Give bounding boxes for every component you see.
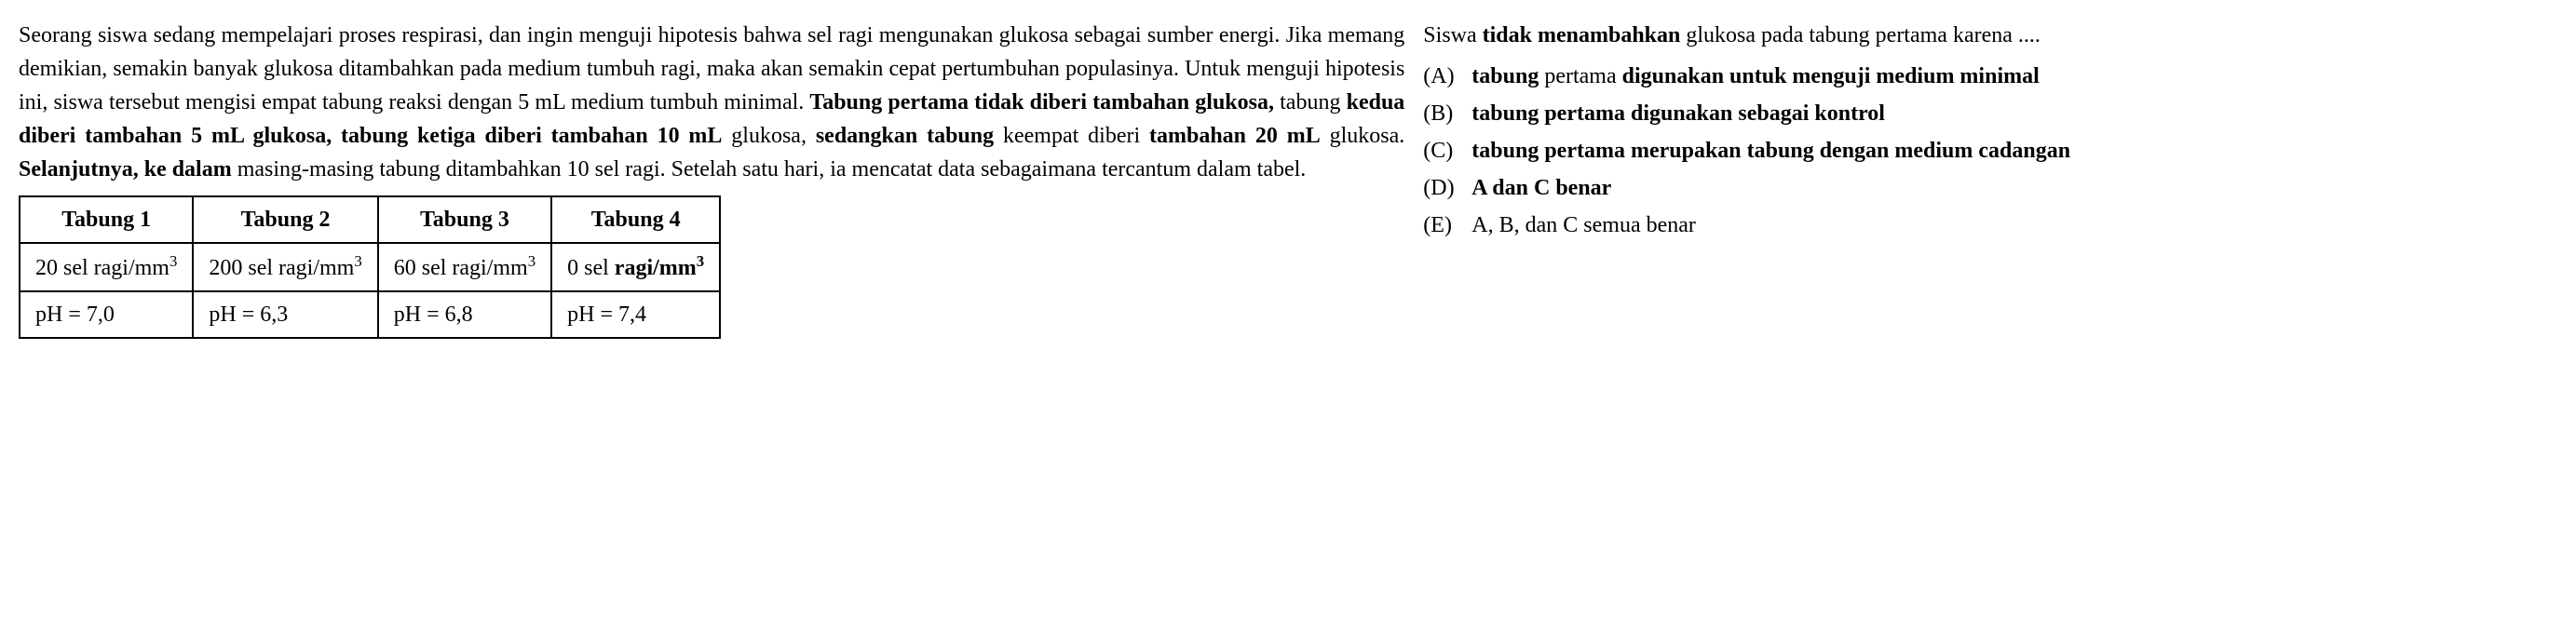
option-c: (C) tabung pertama merupakan tabung deng… (1423, 134, 2557, 168)
table-cell: pH = 7,0 (20, 291, 193, 338)
left-column: Seorang siswa sedang mempelajari proses … (19, 19, 1404, 339)
table-header: Tabung 4 (551, 196, 720, 243)
option-a: (A) tabung pertama digunakan untuk mengu… (1423, 60, 2557, 93)
table-header-row: Tabung 1 Tabung 2 Tabung 3 Tabung 4 (20, 196, 720, 243)
table-cell: pH = 7,4 (551, 291, 720, 338)
table-row: pH = 7,0 pH = 6,3 pH = 6,8 pH = 7,4 (20, 291, 720, 338)
option-letter: (D) (1423, 171, 1460, 205)
option-letter: (C) (1423, 134, 1460, 168)
table-header: Tabung 1 (20, 196, 193, 243)
option-text: tabung pertama digunakan untuk menguji m… (1471, 60, 2557, 93)
table-header: Tabung 2 (193, 196, 377, 243)
question-stem: Siswa tidak menambahkan glukosa pada tab… (1423, 19, 2557, 52)
option-letter: (A) (1423, 60, 1460, 93)
option-b: (B) tabung pertama digunakan sebagai kon… (1423, 97, 2557, 130)
option-letter: (B) (1423, 97, 1460, 130)
table-cell: pH = 6,3 (193, 291, 377, 338)
option-text: A, B, dan C semua benar (1471, 209, 2557, 242)
options-list: (A) tabung pertama digunakan untuk mengu… (1423, 60, 2557, 242)
passage-paragraph: Seorang siswa sedang mempelajari proses … (19, 19, 1404, 186)
table-cell: 200 sel ragi/mm3 (193, 243, 377, 291)
option-e: (E) A, B, dan C semua benar (1423, 209, 2557, 242)
table-row: 20 sel ragi/mm3 200 sel ragi/mm3 60 sel … (20, 243, 720, 291)
table-cell: 60 sel ragi/mm3 (378, 243, 551, 291)
option-d: (D) A dan C benar (1423, 171, 2557, 205)
option-letter: (E) (1423, 209, 1460, 242)
data-table: Tabung 1 Tabung 2 Tabung 3 Tabung 4 20 s… (19, 195, 721, 339)
right-column: Siswa tidak menambahkan glukosa pada tab… (1423, 19, 2557, 339)
option-text: tabung pertama digunakan sebagai kontrol (1471, 97, 2557, 130)
table-cell: pH = 6,8 (378, 291, 551, 338)
table-cell: 0 sel ragi/mm3 (551, 243, 720, 291)
option-text: A dan C benar (1471, 171, 2557, 205)
table-cell: 20 sel ragi/mm3 (20, 243, 193, 291)
table-header: Tabung 3 (378, 196, 551, 243)
option-text: tabung pertama merupakan tabung dengan m… (1471, 134, 2557, 168)
